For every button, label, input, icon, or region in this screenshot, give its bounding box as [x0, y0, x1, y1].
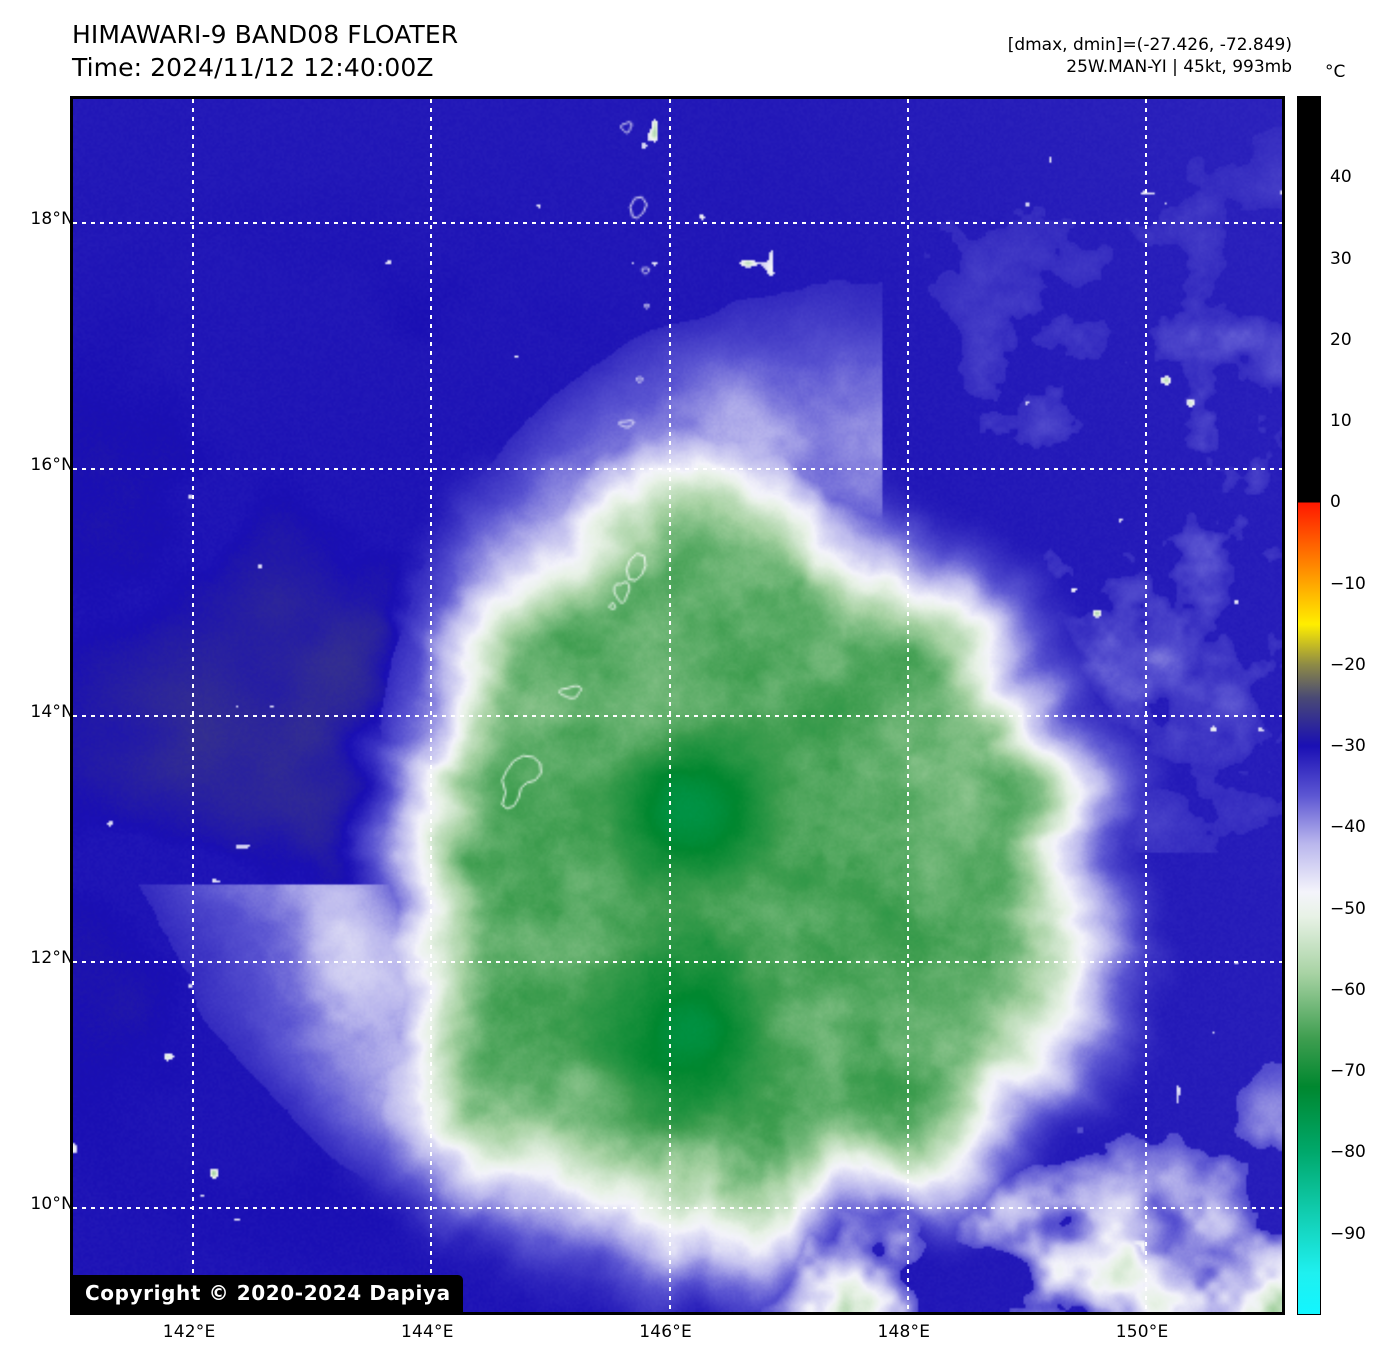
colorbar-tick-minus10: −10 — [1330, 573, 1366, 594]
page-title: HIMAWARI-9 BAND08 FLOATER Time: 2024/11/1… — [72, 18, 458, 84]
colorbar-tick-30: 30 — [1330, 248, 1352, 269]
colorbar-tick-minus20: −20 — [1330, 654, 1366, 675]
colorbar-gradient — [1298, 97, 1320, 1314]
satellite-imagery-canvas — [73, 99, 1282, 1312]
lon-tick-148: 148°E — [877, 1322, 931, 1342]
colorbar-tick-minus40: −40 — [1330, 817, 1366, 838]
lat-tick-16: 16°N — [30, 455, 74, 476]
colorbar[interactable] — [1297, 96, 1321, 1315]
satellite-image-plot[interactable]: Copyright © 2020-2024 Dapiya — [70, 96, 1285, 1315]
metadata-block: [dmax, dmin]=(-27.426, -72.849) 25W.MAN-Y… — [1008, 34, 1292, 78]
lon-tick-142: 142°E — [162, 1322, 216, 1342]
lat-tick-10: 10°N — [30, 1194, 74, 1215]
lon-tick-150: 150°E — [1115, 1322, 1169, 1342]
lat-tick-12: 12°N — [30, 947, 74, 968]
colorbar-unit-label: °C — [1325, 62, 1346, 82]
colorbar-tick-minus50: −50 — [1330, 898, 1366, 919]
colorbar-tick-minus80: −80 — [1330, 1142, 1366, 1163]
copyright-watermark: Copyright © 2020-2024 Dapiya — [73, 1275, 463, 1312]
storm-info-label: 25W.MAN-YI | 45kt, 993mb — [1066, 57, 1292, 77]
colorbar-tick-minus90: −90 — [1330, 1223, 1366, 1244]
colorbar-tick-minus60: −60 — [1330, 979, 1366, 1000]
colorbar-tick-0: 0 — [1330, 492, 1341, 513]
lon-tick-146: 146°E — [639, 1322, 692, 1342]
colorbar-tick-minus30: −30 — [1330, 736, 1366, 757]
colorbar-tick-20: 20 — [1330, 329, 1352, 350]
colorbar-tick-40: 40 — [1330, 167, 1352, 188]
title-line: HIMAWARI-9 BAND08 FLOATER — [72, 20, 459, 49]
data-range-label: [dmax, dmin]=(-27.426, -72.849) — [1007, 35, 1292, 55]
lat-tick-18: 18°N — [30, 209, 74, 230]
colorbar-tick-minus70: −70 — [1330, 1061, 1366, 1082]
colorbar-tick-10: 10 — [1330, 411, 1352, 432]
lat-tick-14: 14°N — [30, 701, 74, 722]
time-line: Time: 2024/11/12 12:40:00Z — [72, 53, 434, 82]
lon-tick-144: 144°E — [400, 1322, 454, 1342]
